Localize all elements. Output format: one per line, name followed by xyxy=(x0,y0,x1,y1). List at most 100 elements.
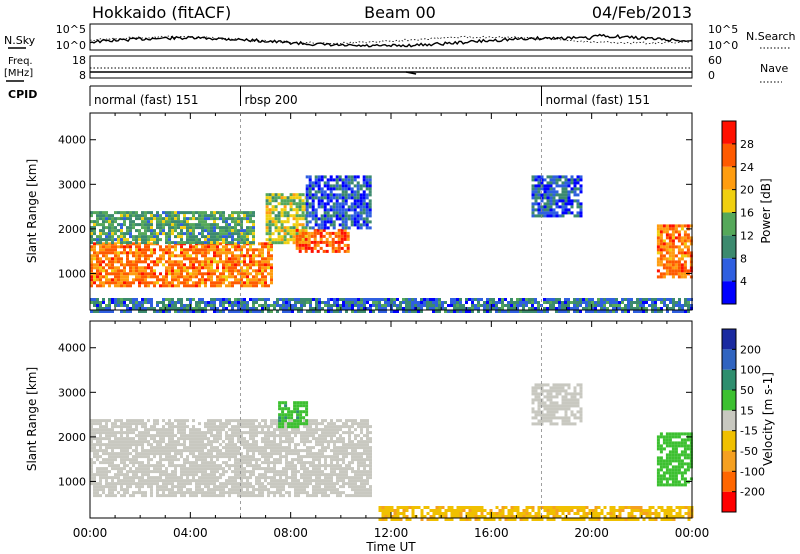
velocity-pixel xyxy=(90,437,93,441)
power-pixel xyxy=(564,181,568,185)
velocity-pixel xyxy=(261,440,264,444)
power-pixel xyxy=(174,272,177,276)
power-pixel xyxy=(420,307,423,310)
power-pixel xyxy=(338,214,342,218)
power-pixel xyxy=(295,240,299,244)
power-pixel xyxy=(147,257,150,261)
velocity-pixel xyxy=(111,482,114,486)
power-pixel xyxy=(144,278,147,282)
power-pixel xyxy=(510,310,513,313)
power-pixel xyxy=(462,310,465,313)
power-pixel xyxy=(105,257,108,261)
velocity-pixel xyxy=(267,467,270,471)
velocity-pixel xyxy=(339,485,342,489)
velocity-pixel xyxy=(231,425,234,429)
power-pixel xyxy=(341,223,345,227)
power-pixel xyxy=(353,193,357,197)
power-pixel xyxy=(317,184,321,188)
velocity-pixel xyxy=(114,458,117,462)
power-pixel xyxy=(567,193,571,197)
velocity-pixel xyxy=(141,455,144,459)
power-pixel xyxy=(546,298,549,301)
velocity-pixel xyxy=(279,440,282,444)
power-pixel xyxy=(207,275,210,279)
nave-tick-bottom: 0 xyxy=(708,69,715,82)
power-pixel xyxy=(308,193,312,197)
power-pixel xyxy=(129,214,132,218)
velocity-pixel xyxy=(267,476,270,480)
velocity-pixel xyxy=(195,470,198,474)
power-pixel xyxy=(174,275,177,279)
velocity-pixel xyxy=(90,419,93,423)
power-pixel xyxy=(243,238,246,242)
power-pixel xyxy=(564,310,567,313)
power-pixel xyxy=(277,196,281,200)
noise-tick-bottom: 10^0 xyxy=(56,39,86,52)
velocity-pixel xyxy=(303,467,306,471)
velocity-pixel xyxy=(207,488,210,492)
power-pixel xyxy=(207,260,210,264)
velocity-pixel xyxy=(207,437,210,441)
velocity-pixel xyxy=(222,473,225,477)
velocity-pixel xyxy=(267,452,270,456)
power-pixel xyxy=(270,272,273,276)
power-pixel xyxy=(177,254,180,258)
velocity-pixel xyxy=(246,464,249,468)
velocity-pixel xyxy=(246,470,249,474)
velocity-pixel xyxy=(165,485,168,489)
power-pixel xyxy=(192,238,195,242)
velocity-pixel xyxy=(252,440,255,444)
power-pixel xyxy=(280,238,284,242)
velocity-pixel xyxy=(132,470,135,474)
power-pixel xyxy=(659,257,663,261)
power-pixel xyxy=(332,196,336,200)
power-pixel xyxy=(689,224,693,228)
power-pixel xyxy=(656,257,660,261)
power-ylabel: Slant Range [km] xyxy=(25,159,39,263)
power-pixel xyxy=(240,223,243,227)
power-pixel xyxy=(549,199,553,203)
velocity-pixel xyxy=(99,446,102,450)
power-pixel xyxy=(96,260,99,264)
power-pixel xyxy=(564,307,567,310)
power-pixel xyxy=(102,254,105,258)
velocity-pixel xyxy=(327,446,330,450)
velocity-pixel xyxy=(333,422,336,426)
velocity-pixel xyxy=(219,476,222,480)
velocity-pixel xyxy=(96,470,99,474)
velocity-pixel xyxy=(342,476,345,480)
velocity-pixel xyxy=(321,428,324,432)
power-pixel xyxy=(141,211,144,215)
velocity-pixel xyxy=(171,434,174,438)
power-pixel xyxy=(555,301,558,304)
power-pixel xyxy=(102,251,105,255)
velocity-pixel xyxy=(282,467,285,471)
power-pixel xyxy=(195,266,198,270)
power-pixel xyxy=(549,184,553,188)
velocity-pixel xyxy=(162,491,165,495)
power-pixel xyxy=(129,217,132,221)
velocity-pixel xyxy=(171,491,174,495)
velocity-pixel xyxy=(237,461,240,465)
power-pixel xyxy=(228,269,231,273)
velocity-pixel xyxy=(315,443,318,447)
power-pixel xyxy=(390,298,393,301)
power-pixel xyxy=(99,269,102,273)
power-pixel xyxy=(555,178,559,182)
power-pixel xyxy=(138,281,141,285)
power-pixel xyxy=(144,245,147,249)
power-pixel xyxy=(141,254,144,258)
power-pixel xyxy=(129,260,132,264)
power-pixel xyxy=(189,266,192,270)
velocity-pixel xyxy=(99,425,102,429)
noise-right-tick-bottom: 10^0 xyxy=(708,39,738,52)
power-pixel xyxy=(465,310,468,313)
power-pixel xyxy=(356,184,360,188)
velocity-pixel xyxy=(213,482,216,486)
power-pixel xyxy=(286,238,290,242)
power-pixel xyxy=(286,199,290,203)
power-pixel xyxy=(337,234,341,238)
power-pixel xyxy=(344,190,348,194)
velocity-pixel xyxy=(180,428,183,432)
power-pixel xyxy=(381,307,384,310)
